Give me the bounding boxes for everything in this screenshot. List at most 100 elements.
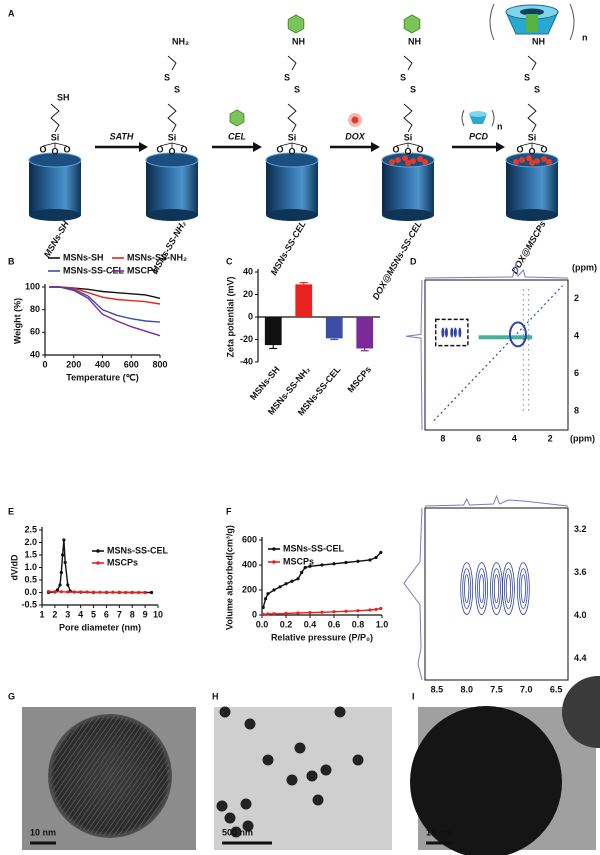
data-point (303, 565, 307, 570)
legend-label: MSNs-SS-CEL (283, 543, 345, 553)
nmr-x-tick-label: 8.5 (431, 684, 444, 694)
nmr-y-tick-label: 2 (574, 293, 579, 303)
nmr-y-tick-label: 3.6 (574, 567, 587, 577)
nmr-peak (453, 327, 457, 338)
data-point (320, 563, 324, 567)
panel-letter: D (410, 256, 417, 266)
nmr-y-tick-label: 4.4 (574, 653, 587, 663)
group-label: SH (57, 92, 70, 102)
nmr-diagonal (433, 285, 564, 422)
cel-hexagon (287, 14, 305, 34)
nmr-x-tick-label: 8 (440, 433, 445, 443)
data-point (55, 588, 60, 592)
data-point (300, 570, 304, 575)
nmr-contour (464, 574, 470, 604)
data-point (130, 590, 134, 595)
o-atom: O (39, 144, 46, 154)
data-point (374, 555, 378, 560)
o-atom: O (528, 146, 535, 156)
nmr-band (478, 335, 533, 340)
data-point (290, 579, 294, 583)
group-label: NH₂ (172, 36, 189, 46)
dox-icon (351, 116, 359, 124)
nanoparticle-body (29, 160, 81, 215)
nanoparticle-body (382, 160, 434, 215)
data-point (91, 590, 96, 594)
data-point (272, 612, 276, 616)
s-atom: S (410, 84, 416, 94)
dox-molecule (417, 156, 423, 162)
data-point (278, 585, 282, 589)
bond (42, 142, 56, 147)
y-tick-label: 1.0 (24, 562, 37, 572)
bond (291, 142, 305, 147)
y-tick-label: 100 (25, 281, 40, 291)
data-point (62, 538, 66, 542)
x-tick-label: 0.6 (328, 619, 341, 629)
cel-hexagon (526, 14, 538, 32)
nmr-x-tick-label: 2 (548, 433, 553, 443)
repeat-n: n (497, 121, 503, 131)
panel-letter: H (212, 691, 219, 701)
x-tick-label: 600 (124, 359, 139, 369)
data-point (98, 590, 102, 594)
nmr-contour (518, 568, 528, 610)
nmr-unit: (ppm) (570, 433, 595, 443)
x-tick-label: 2 (52, 609, 57, 619)
y-tick-label: -0.5 (21, 599, 37, 609)
s-atom: S (534, 84, 540, 94)
nmr-highlight (435, 318, 469, 347)
nmr-y-tick-label: 4 (574, 331, 579, 341)
arrow-head (253, 142, 262, 152)
nmr-peak (441, 327, 445, 338)
data-point (53, 590, 57, 594)
y-tick-label: 40 (243, 266, 253, 276)
bond (531, 142, 545, 147)
data-point (266, 612, 270, 616)
tem-particle (312, 794, 324, 806)
nmr-contour (505, 574, 512, 604)
x-tick-label: 0.2 (280, 619, 293, 629)
si-atom: Si (168, 132, 177, 142)
data-point (344, 560, 348, 565)
chain (527, 103, 537, 133)
y-axis-label: Volume absorbed(cm³/g) (224, 525, 234, 630)
data-point (272, 588, 276, 592)
nmr-y-tick-label: 3.2 (574, 524, 587, 534)
data-point (59, 590, 63, 594)
scale-bar-label: 500 nm (222, 827, 253, 837)
x-tick-label: 0.4 (304, 619, 317, 629)
y-tick-label: 600 (242, 534, 257, 544)
dox-molecule (395, 157, 401, 163)
nmr-peak (450, 327, 454, 338)
data-point (261, 605, 265, 610)
nmr-contour (460, 562, 474, 616)
o-atom: O (168, 146, 175, 156)
x-tick-label: 4 (78, 609, 83, 619)
legend-label: MSCPs (283, 556, 314, 566)
nanoparticle-body (146, 160, 198, 215)
tem-particle (219, 706, 231, 718)
data-point (85, 590, 89, 594)
data-point (72, 590, 76, 594)
nmr-contour (520, 574, 526, 604)
nmr-peak (508, 321, 527, 348)
nmr-contour (493, 574, 500, 604)
nmr-y-tick-label: 4.0 (574, 610, 587, 620)
nmr-contour (502, 562, 515, 616)
o-atom: O (288, 146, 295, 156)
y-tick-label: 200 (242, 584, 257, 594)
bond (407, 142, 421, 147)
y-tick-label: 40 (30, 349, 40, 359)
data-point (63, 560, 67, 565)
legend-label: MSCPs (127, 265, 158, 275)
panel-letter: G (8, 691, 15, 701)
data-point (296, 611, 300, 615)
legend-marker (96, 561, 100, 565)
y-tick-label: 400 (242, 559, 257, 569)
tem-particle (562, 676, 600, 748)
tem-particle (410, 706, 562, 855)
chain (167, 103, 177, 133)
bar (325, 317, 343, 339)
